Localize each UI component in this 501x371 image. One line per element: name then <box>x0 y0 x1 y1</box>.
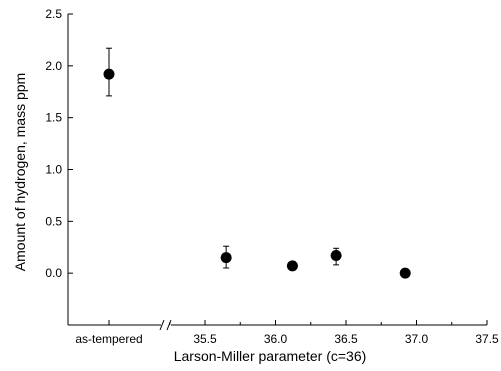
y-tick-label: 1.5 <box>45 111 62 125</box>
data-points <box>103 47 411 279</box>
y-tick-label: 2.5 <box>45 7 62 21</box>
data-point <box>330 250 342 262</box>
data-point <box>399 267 411 279</box>
data-point <box>286 260 298 272</box>
y-tick-label: 2.0 <box>45 59 62 73</box>
y-tick-label: 1.0 <box>45 163 62 177</box>
plot-axes <box>67 14 487 331</box>
y-axis-label: Amount of hydrogen, mass ppm <box>12 73 28 271</box>
data-point <box>103 68 115 80</box>
x-tick-label: 37.0 <box>405 332 429 346</box>
x-tick-label: 37.5 <box>475 332 499 346</box>
x-tick-label: 35.5 <box>193 332 217 346</box>
y-tick-label: 0.5 <box>45 214 62 228</box>
x-tick-label: as-tempered <box>75 332 142 346</box>
x-axis-ticks: as-tempered 35.5 36.0 36.5 37.0 37.5 <box>75 320 499 346</box>
x-tick-label: 36.5 <box>334 332 358 346</box>
y-tick-label: 0.0 <box>45 266 62 280</box>
x-tick-label: 36.0 <box>264 332 288 346</box>
y-axis-ticks: 0.0 0.5 1.0 1.5 2.0 2.5 <box>45 7 73 280</box>
data-point <box>220 252 232 264</box>
x-axis-label: Larson-Miller parameter (c=36) <box>174 348 367 364</box>
axis-break-mark <box>159 319 172 331</box>
